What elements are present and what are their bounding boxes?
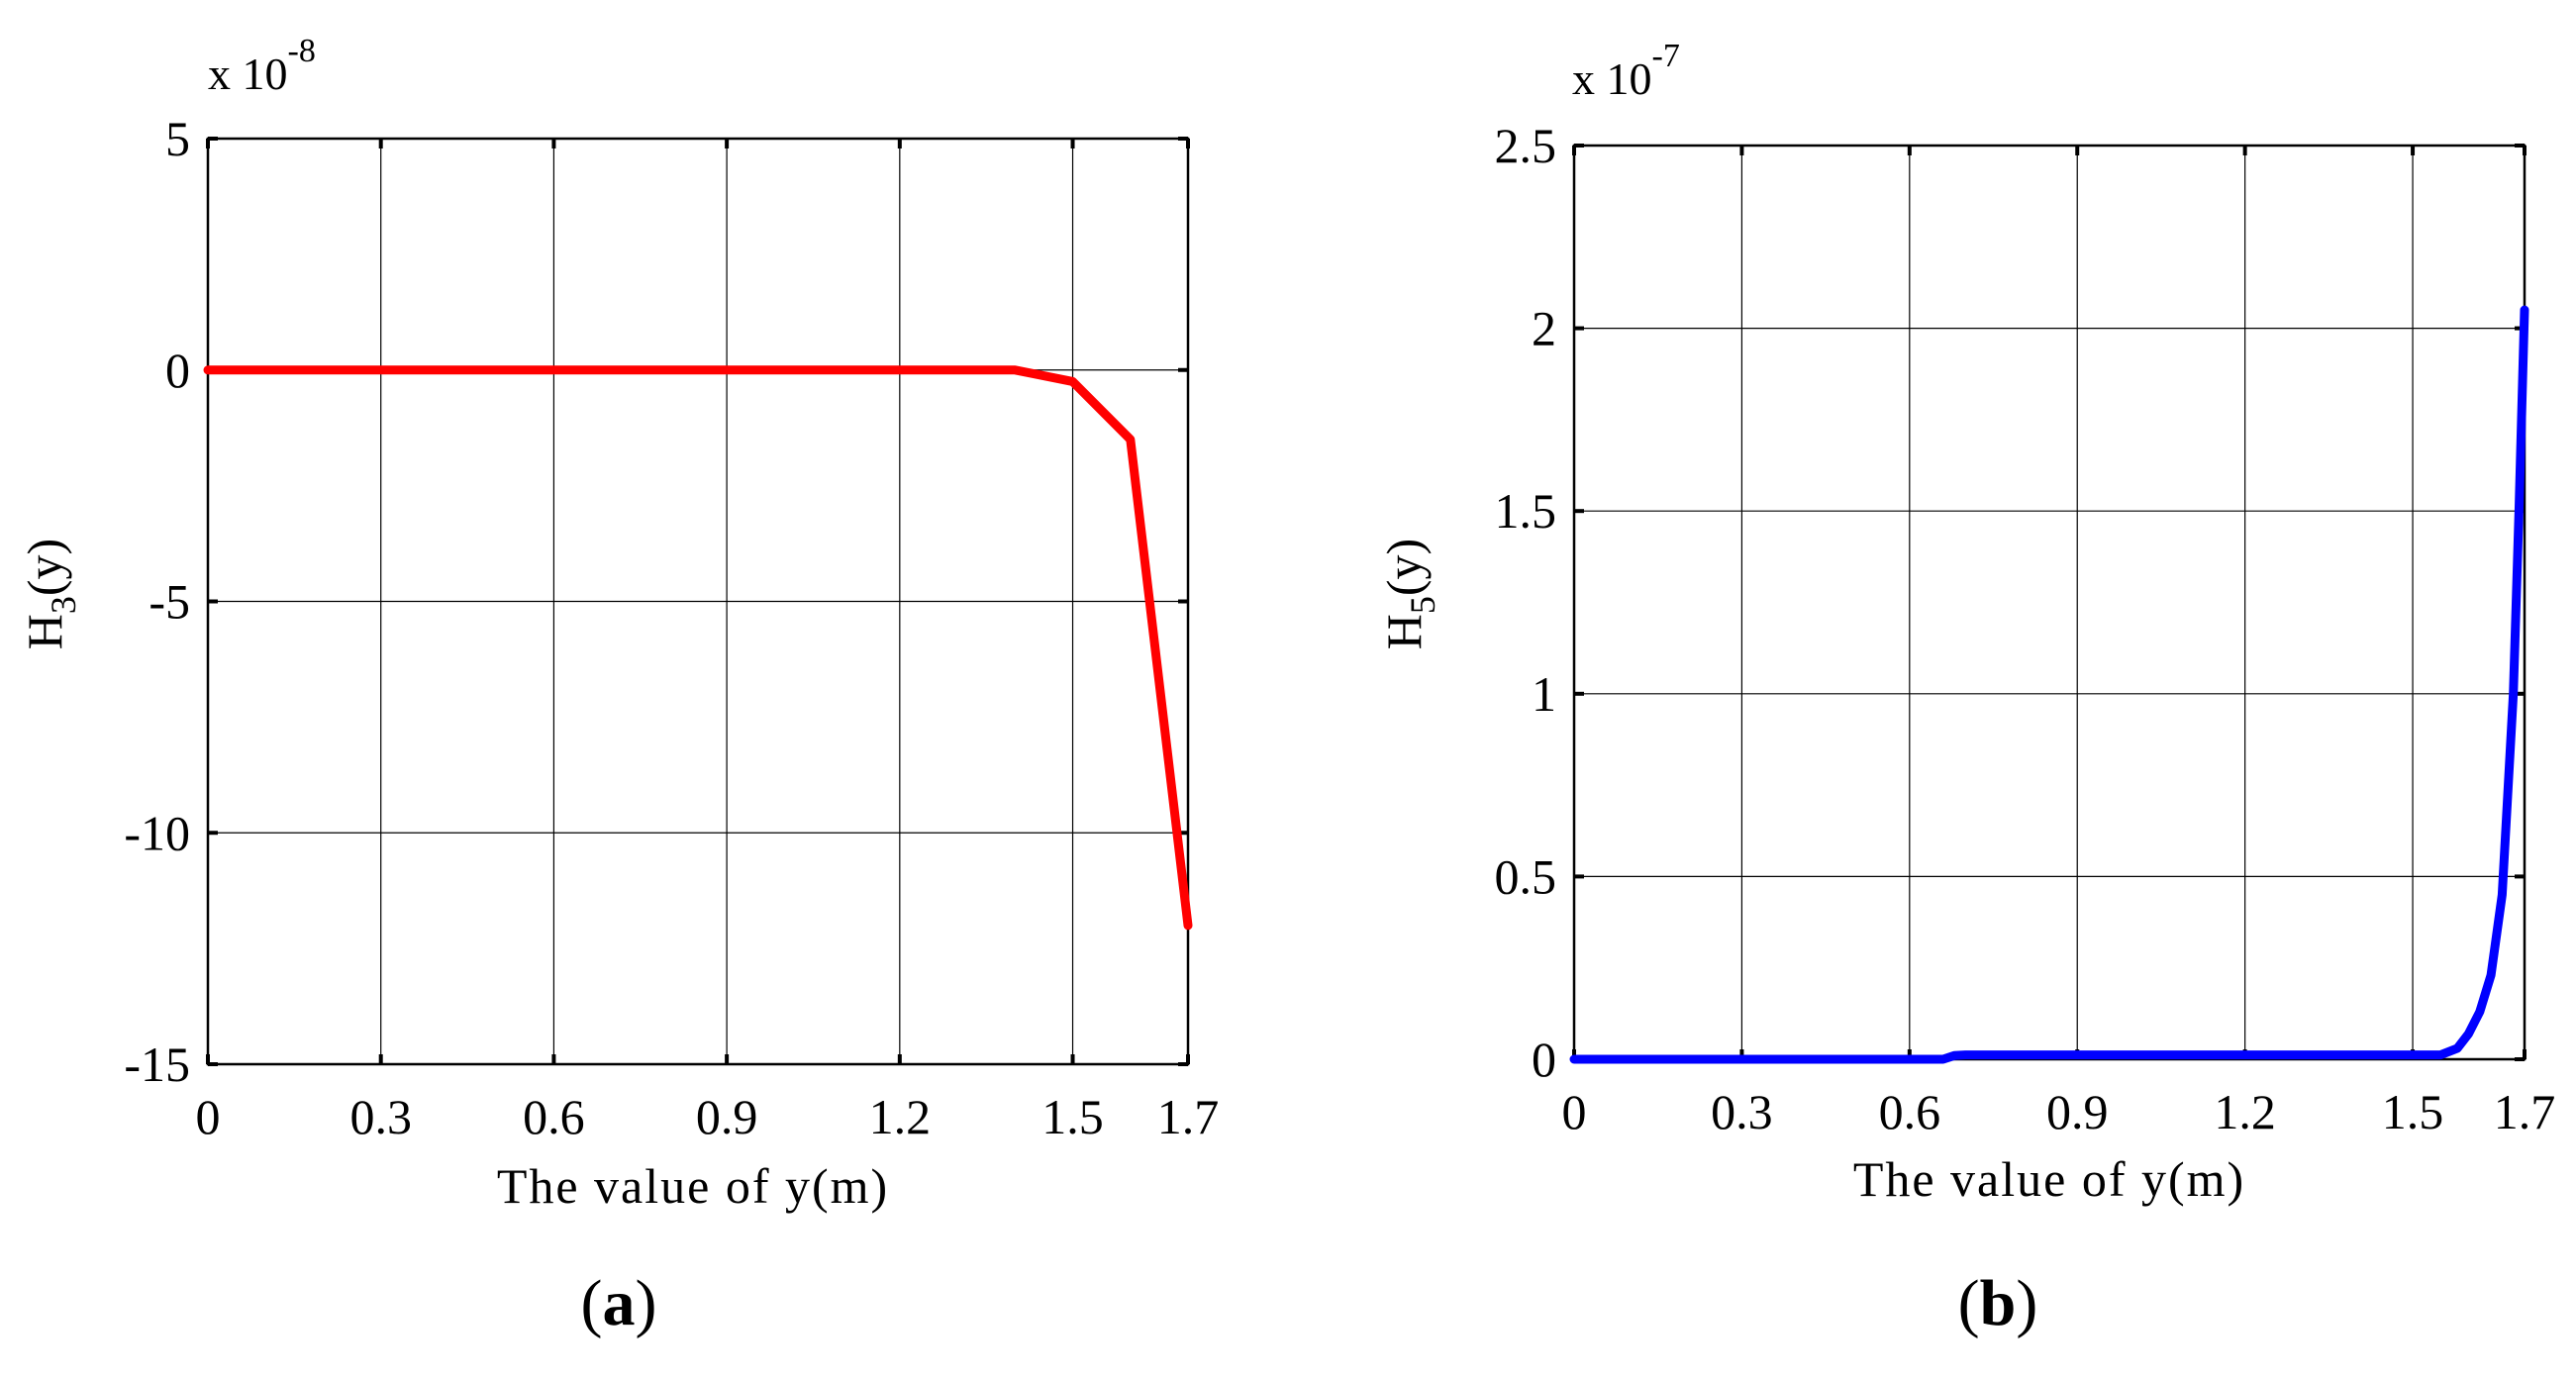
- caption-close-paren: ): [2016, 1267, 2037, 1339]
- plot-frame: [206, 137, 1190, 1066]
- x-tick-label: 1.5: [2382, 1084, 2444, 1139]
- x-tick-label: 0.6: [1879, 1084, 1941, 1139]
- caption-letter: b: [1980, 1267, 2017, 1339]
- x-tick-label: 0.9: [2046, 1084, 2109, 1139]
- y-axis-title-main: H: [1376, 614, 1432, 649]
- x-tick-label: 1.5: [1041, 1089, 1104, 1144]
- x-tick-label: 0: [1562, 1084, 1587, 1139]
- x-tick-label: 0.3: [349, 1089, 412, 1144]
- plot-frame: [1572, 144, 2526, 1061]
- x-tick-label: 0.3: [1711, 1084, 1773, 1139]
- axis-exponent-label: x 10-8: [208, 33, 316, 99]
- caption-open-paren: (: [1958, 1267, 1980, 1339]
- y-axis-title-tail: (y): [1376, 539, 1432, 596]
- caption-letter: a: [603, 1267, 636, 1339]
- x-tick-label: 1.7: [2494, 1084, 2556, 1139]
- exponent-base: x 10: [1572, 53, 1652, 104]
- y-tick-label: 1.5: [1495, 483, 1557, 539]
- y-tick-label: -10: [124, 805, 190, 860]
- y-tick-label: 2: [1532, 301, 1556, 356]
- y-tick-label: 5: [165, 111, 190, 166]
- series-line: [203, 365, 1193, 931]
- series-line: [1569, 305, 2529, 1064]
- exponent-power: -8: [288, 33, 316, 69]
- x-tick-label: 0: [196, 1089, 221, 1144]
- y-tick-label: 0: [1532, 1032, 1556, 1087]
- caption-open-paren: (: [581, 1267, 603, 1339]
- exponent-power: -7: [1652, 38, 1680, 74]
- y-axis-title-subscript: 3: [44, 596, 83, 614]
- x-tick-label: 1.7: [1157, 1089, 1220, 1144]
- x-tick-label: 0.9: [696, 1089, 758, 1144]
- y-axis-title: H3(y): [17, 539, 83, 649]
- panel-caption: (a): [581, 1267, 657, 1339]
- caption-close-paren: ): [636, 1267, 657, 1339]
- y-tick-label: -15: [124, 1036, 190, 1092]
- panel-caption: (b): [1958, 1267, 2038, 1339]
- x-axis-title: The value of y(m): [1853, 1151, 2245, 1207]
- exponent-base: x 10: [208, 49, 288, 99]
- y-tick-label: 2.5: [1495, 118, 1557, 173]
- x-tick-label: 0.6: [523, 1089, 585, 1144]
- chart-panel-b: 0 0.3 0.6 0.9 1.2 1.5 1.72.521.510.50x 10-7H5(…: [1376, 38, 2555, 1339]
- y-axis-title-main: H: [17, 614, 72, 649]
- y-tick-label: 0.5: [1495, 848, 1557, 904]
- y-axis-title-subscript: 5: [1403, 596, 1442, 614]
- x-axis-title: The value of y(m): [497, 1158, 889, 1214]
- y-axis-title: H5(y): [1376, 539, 1442, 649]
- x-tick-label: 1.2: [2214, 1084, 2276, 1139]
- y-tick-label: -5: [149, 574, 190, 630]
- axis-exponent-label: x 10-7: [1572, 38, 1680, 104]
- y-tick-label: 1: [1532, 666, 1556, 722]
- chart-panel-a: 0 0.3 0.6 0.9 1.2 1.5 1.7 5 0 -5 -10 -15 x 10-8 H3(y)…: [17, 33, 1219, 1339]
- y-tick-label: 0: [165, 343, 190, 398]
- y-axis-title-tail: (y): [17, 539, 72, 596]
- x-tick-label: 1.2: [869, 1089, 932, 1144]
